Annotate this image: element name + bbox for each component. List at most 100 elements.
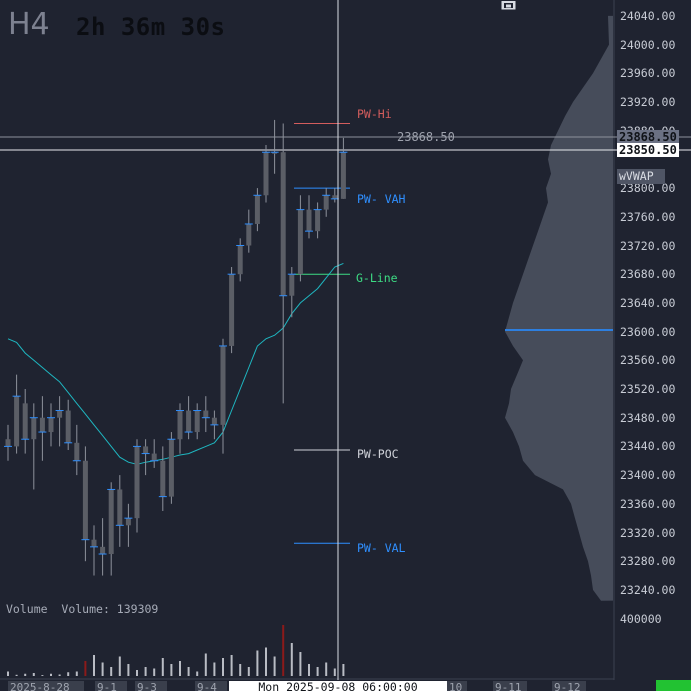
price-axis-label: 23760.00	[620, 209, 676, 224]
volume-bar	[50, 673, 52, 676]
candle-body	[91, 539, 97, 547]
volume-bar	[239, 664, 242, 676]
ma-line	[7, 262, 344, 465]
volume-pane-title: Volume Volume: 139309	[6, 602, 158, 616]
price-axis-label: 23280.00	[620, 554, 676, 569]
candle-body	[22, 403, 28, 440]
candle-body	[117, 489, 123, 526]
price-axis-label: 23560.00	[620, 353, 676, 368]
price-axis-label: 23960.00	[620, 66, 676, 81]
candle-body	[194, 410, 200, 433]
volume-bar	[230, 655, 233, 676]
price-axis-label: 23400.00	[620, 468, 676, 483]
candle-body	[280, 152, 286, 296]
price-axis-label: 23640.00	[620, 295, 676, 310]
price-axis-label: 23360.00	[620, 496, 676, 511]
volume-bar	[67, 672, 70, 676]
candle-body	[229, 274, 235, 346]
candle-body	[160, 460, 166, 497]
candle-body	[254, 195, 260, 224]
price-axis-label: 23600.00	[620, 324, 676, 339]
price-axis-label: 23320.00	[620, 525, 676, 540]
volume-bar	[273, 656, 276, 676]
volume-bar	[213, 662, 216, 676]
volume-bar	[144, 667, 147, 676]
vwap-tag: wVWAP	[617, 169, 665, 184]
candle-body	[14, 396, 20, 447]
candle-body	[203, 410, 209, 418]
volume-bar	[308, 664, 310, 676]
volume-bar	[93, 655, 95, 676]
candle-body	[125, 518, 131, 526]
volume-bar	[101, 662, 104, 676]
time-label: 9-12	[552, 681, 586, 691]
candle-body	[39, 417, 45, 433]
current-price-box: 23850.50	[617, 143, 679, 157]
price-axis-label: 23720.00	[620, 238, 676, 253]
candle-body	[306, 209, 312, 232]
price-axis-label: 23240.00	[620, 582, 676, 597]
level-pw-val: PW- VAL	[357, 541, 406, 555]
camera-icon[interactable]	[501, 0, 516, 10]
volume-readout: Volume: 139309	[61, 602, 159, 616]
price-axis-label: 23920.00	[620, 95, 676, 109]
candle-body	[272, 152, 278, 154]
candle-body	[263, 152, 269, 196]
volume-bar	[118, 656, 121, 676]
profile-area	[505, 15, 613, 601]
candle-body	[186, 410, 192, 433]
candle-body	[289, 274, 295, 296]
time-label: 9-11	[493, 681, 527, 691]
time-label: 9-3	[135, 681, 167, 691]
price-axis-label: 24000.00	[620, 37, 676, 52]
volume-bar	[187, 667, 190, 676]
volume-bar	[204, 653, 207, 676]
volume-bar	[342, 664, 345, 676]
volume-bar	[161, 658, 164, 676]
candle-body	[134, 446, 140, 519]
hover-price-box: 23868.50	[617, 130, 679, 144]
price-axis-label: 23520.00	[620, 382, 676, 396]
candle-body	[82, 460, 88, 540]
candle-body	[5, 439, 11, 447]
volume-bar	[316, 667, 319, 676]
candles	[4, 119, 348, 576]
price-axis-label: 23440.00	[620, 439, 676, 454]
volume-label: Volume	[6, 602, 48, 616]
time-label: 2025-8-28	[8, 681, 84, 691]
price-axis-label: 23680.00	[620, 267, 676, 282]
candle-body	[31, 417, 37, 440]
volume-bar	[256, 650, 259, 676]
moving-average	[7, 262, 344, 465]
volume-bar	[299, 652, 302, 676]
volume-bar	[127, 664, 130, 676]
volume-bar	[290, 643, 293, 676]
volume-bar	[136, 670, 138, 676]
volume-bar	[282, 625, 285, 676]
candle-body	[57, 410, 63, 418]
candle-body	[211, 417, 217, 425]
volume-profile	[505, 15, 613, 601]
level-pw-poc: PW-POC	[357, 447, 399, 461]
volume-bar	[247, 667, 250, 676]
candle-body	[332, 195, 338, 199]
candle-body	[315, 209, 321, 232]
candle-body	[168, 439, 174, 497]
volume-bar	[75, 671, 78, 676]
volume-axis-label: 400000	[620, 612, 662, 626]
time-label: 9-1	[95, 681, 127, 691]
candle-body	[100, 546, 106, 555]
price-axis-label: 23800.00	[620, 181, 676, 196]
candle-body	[246, 223, 252, 246]
candle-body	[297, 209, 303, 275]
volume-bar	[15, 674, 18, 676]
candle-body	[177, 410, 183, 440]
level-pw-vah: PW- VAH	[357, 192, 406, 206]
candle-body	[74, 442, 80, 461]
volume-bar	[41, 675, 44, 676]
volume-bar	[196, 671, 199, 676]
volume-bar	[24, 673, 27, 676]
